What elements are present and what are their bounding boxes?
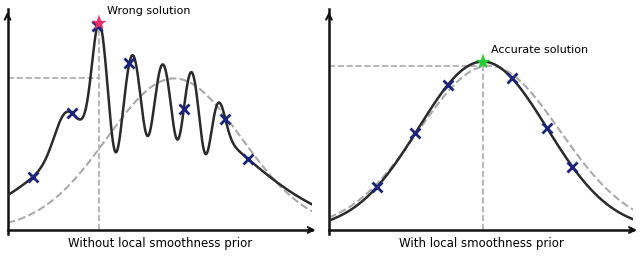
Text: Accurate solution: Accurate solution — [491, 45, 588, 55]
Text: Wrong solution: Wrong solution — [107, 6, 190, 16]
X-axis label: With local smoothness prior: With local smoothness prior — [399, 237, 564, 250]
X-axis label: Without local smoothness prior: Without local smoothness prior — [68, 237, 252, 250]
